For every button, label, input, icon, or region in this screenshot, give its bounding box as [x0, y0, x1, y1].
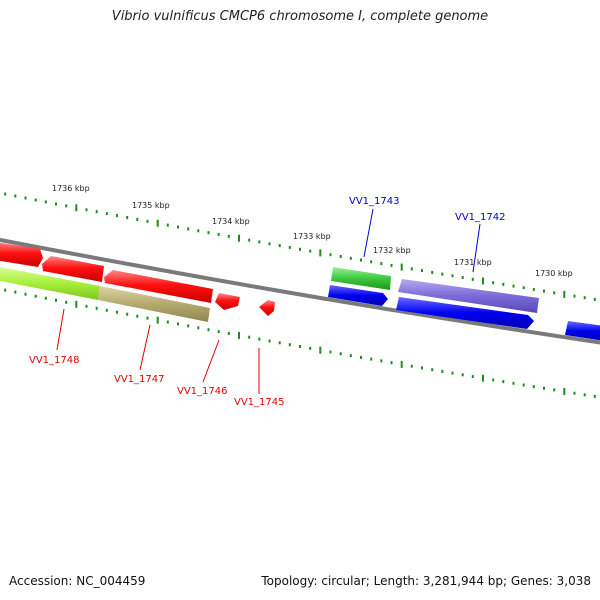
feature-track-right	[328, 267, 600, 341]
tick-label: 1736 kbp	[52, 184, 90, 193]
gene-arrow	[0, 266, 100, 300]
gene-arrow	[396, 297, 534, 329]
tick-label: 1735 kbp	[132, 201, 170, 210]
gene-arrow	[565, 321, 600, 341]
gene-label-vv1-1748: VV1_1748	[29, 355, 80, 366]
tick-label: 1730 kbp	[535, 269, 573, 278]
gene-arrow	[398, 279, 539, 313]
callout-line	[472, 223, 481, 273]
genome-summary-text: Topology: circular; Length: 3,281,944 bp…	[261, 574, 591, 588]
gene-arrow	[331, 267, 391, 290]
gene-label-vv1-1742: VV1_1742	[455, 212, 506, 223]
feature-track-upper-left	[0, 242, 275, 316]
scale-labels: 1736 kbp 1735 kbp 1734 kbp 1733 kbp 1732…	[52, 184, 573, 278]
tick-label: 1731 kbp	[454, 258, 492, 267]
callout-line	[56, 308, 65, 351]
gene-arrow	[328, 285, 388, 306]
gene-callouts	[56, 208, 481, 394]
gene-label-vv1-1745: VV1_1745	[234, 397, 285, 408]
map-title: Vibrio vulnificus CMCP6 chromosome I, co…	[111, 9, 489, 24]
gene-arrow	[104, 270, 213, 303]
gene-label-vv1-1747: VV1_1747	[114, 374, 165, 385]
tick-label: 1734 kbp	[212, 217, 250, 226]
gene-arrow	[98, 286, 210, 322]
chromosome-backbone	[0, 237, 600, 345]
tick-label: 1733 kbp	[293, 232, 331, 241]
gene-arrow	[42, 256, 104, 282]
feature-track-lower-left	[0, 266, 210, 322]
gene-arrow	[215, 293, 240, 310]
callout-line	[363, 208, 374, 258]
callout-line	[202, 339, 220, 383]
scale-track-upper	[4, 192, 596, 301]
accession-text: Accession: NC_004459	[9, 574, 146, 588]
gene-label-vv1-1743: VV1_1743	[349, 196, 400, 207]
callout-line	[139, 324, 151, 371]
tick-label: 1732 kbp	[373, 246, 411, 255]
scale-track-lower	[4, 288, 596, 398]
gene-arrow	[259, 300, 275, 316]
gene-labels: VV1_1748 VV1_1747 VV1_1746 VV1_1745 VV1_…	[29, 196, 506, 408]
gene-label-vv1-1746: VV1_1746	[177, 386, 228, 397]
gene-arrow	[0, 242, 43, 267]
